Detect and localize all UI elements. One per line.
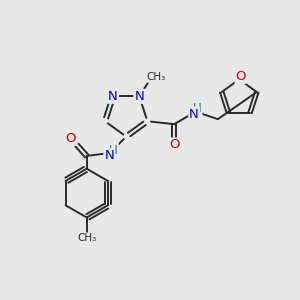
Text: N: N bbox=[108, 90, 118, 103]
Text: CH₃: CH₃ bbox=[147, 72, 166, 82]
Text: N: N bbox=[134, 90, 144, 103]
Text: O: O bbox=[169, 139, 179, 152]
Text: H: H bbox=[193, 102, 201, 115]
Text: N: N bbox=[189, 108, 199, 121]
Text: H: H bbox=[109, 143, 118, 157]
Text: O: O bbox=[236, 70, 246, 83]
Text: CH₃: CH₃ bbox=[77, 233, 96, 243]
Text: O: O bbox=[66, 132, 76, 145]
Text: N: N bbox=[104, 149, 114, 162]
